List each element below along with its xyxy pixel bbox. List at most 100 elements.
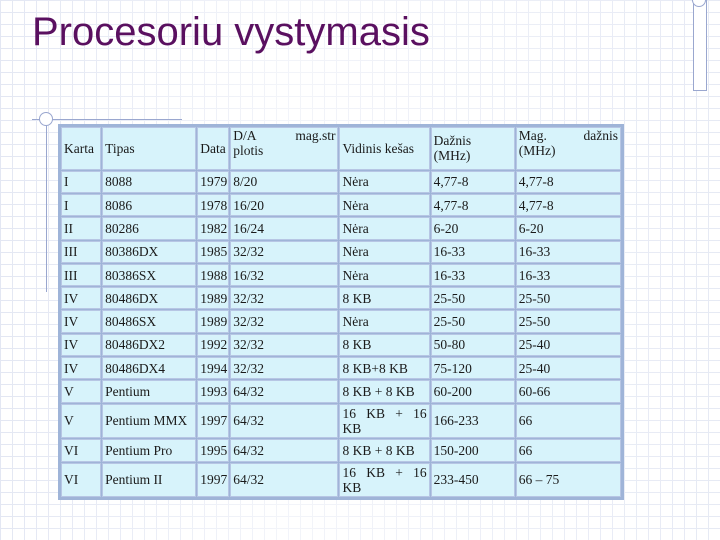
- cell-plotis: 64/32: [230, 380, 339, 403]
- cell-plotis: 32/32: [230, 240, 339, 263]
- cell-karta: III: [61, 240, 102, 263]
- header-daznis: Dažnis (MHz): [430, 127, 515, 170]
- decorative-horizontal-line: [32, 119, 182, 120]
- cell-mag-daznis: 66 – 75: [515, 462, 621, 497]
- cell-daznis: 50-80: [430, 333, 515, 357]
- cell-tipas: Pentium II: [102, 462, 197, 497]
- cell-mag-daznis: 4,77-8: [515, 170, 621, 193]
- cell-kesas: Nėra: [339, 263, 430, 287]
- cell-plotis: 16/24: [230, 217, 339, 240]
- cell-mag-daznis: 25-50: [515, 287, 621, 310]
- header-vidinis-kesas: Vidinis kešas: [339, 127, 430, 170]
- cell-karta: I: [61, 170, 102, 193]
- slide-title: Procesoriu vystymasis: [32, 10, 430, 54]
- cell-data: 1989: [197, 287, 230, 310]
- header-da: D/A: [233, 128, 257, 143]
- cell-data: 1985: [197, 240, 230, 263]
- table-row: V Pentium MMX 1997 64/32 16 KB + 16 KB 166-23…: [61, 403, 621, 439]
- cell-tipas: 80486DX4: [102, 357, 197, 380]
- cell-plotis: 16/32: [230, 263, 339, 287]
- cell-kesas: Nėra: [339, 240, 430, 263]
- cell-plotis: 64/32: [230, 439, 339, 462]
- cell-plotis: 16/20: [230, 193, 339, 217]
- cell-daznis: 166-233: [430, 403, 515, 439]
- cell-tipas: 8088: [102, 170, 197, 193]
- table-row: I 8088 1979 8/20 Nėra 4,77-8 4,77-8: [61, 170, 621, 193]
- cell-karta: IV: [61, 287, 102, 310]
- cell-karta: II: [61, 217, 102, 240]
- cell-daznis: 75-120: [430, 357, 515, 380]
- header-daznis-unit: (MHz): [433, 148, 471, 164]
- decorative-circle: [39, 112, 53, 126]
- cell-data: 1997: [197, 462, 230, 497]
- cell-plotis: 32/32: [230, 357, 339, 380]
- cell-mag-daznis: 6-20: [515, 217, 621, 240]
- cell-mag-daznis: 16-33: [515, 240, 621, 263]
- cell-data: 1992: [197, 333, 230, 357]
- cell-kesas: 16 KB + 16 KB: [339, 462, 430, 497]
- cell-tipas: 80286: [102, 217, 197, 240]
- cell-plotis: 32/32: [230, 333, 339, 357]
- table-row: V Pentium 1993 64/32 8 KB + 8 KB 60-200 60-66: [61, 380, 621, 403]
- cell-daznis: 4,77-8: [430, 193, 515, 217]
- table-row: IV 80486DX4 1994 32/32 8 KB+8 KB 75-120 25-40: [61, 357, 621, 380]
- cell-plotis: 32/32: [230, 287, 339, 310]
- header-tipas: Tipas: [102, 127, 197, 170]
- header-plotis: plotis: [233, 143, 264, 158]
- cell-karta: V: [61, 403, 102, 439]
- cell-daznis: 60-200: [430, 380, 515, 403]
- table-row: II 80286 1982 16/24 Nėra 6-20 6-20: [61, 217, 621, 240]
- decorative-bar: [693, 0, 707, 91]
- cell-kesas: 8 KB: [339, 333, 430, 357]
- cell-karta: VI: [61, 439, 102, 462]
- cell-kesas: 8 KB+8 KB: [339, 357, 430, 380]
- cell-karta: IV: [61, 310, 102, 333]
- table-row: VI Pentium II 1997 64/32 16 KB + 16 KB 233-45…: [61, 462, 621, 497]
- cell-daznis: 16-33: [430, 240, 515, 263]
- cell-mag-daznis: 25-50: [515, 310, 621, 333]
- cell-data: 1978: [197, 193, 230, 217]
- cell-tipas: 80386DX: [102, 240, 197, 263]
- cell-kesas: Nėra: [339, 217, 430, 240]
- cell-data: 1979: [197, 170, 230, 193]
- cell-daznis: 16-33: [430, 263, 515, 287]
- cell-kesas: 16 KB + 16 KB: [339, 403, 430, 439]
- cell-mag-daznis: 25-40: [515, 333, 621, 357]
- table-header-row: Karta Tipas Data D/A plotis mag.str Vidi…: [61, 127, 621, 170]
- header-karta: Karta: [61, 127, 102, 170]
- table-row: IV 80486SX 1989 32/32 Nėra 25-50 25-50: [61, 310, 621, 333]
- header-mag-str: mag.str: [295, 128, 336, 143]
- cell-karta: VI: [61, 462, 102, 497]
- cell-data: 1994: [197, 357, 230, 380]
- table-row: IV 80486DX2 1992 32/32 8 KB 50-80 25-40: [61, 333, 621, 357]
- cell-plotis: 32/32: [230, 310, 339, 333]
- cell-tipas: Pentium MMX: [102, 403, 197, 439]
- cell-kesas: Nėra: [339, 193, 430, 217]
- cell-tipas: 80486SX: [102, 310, 197, 333]
- cell-data: 1995: [197, 439, 230, 462]
- cell-karta: IV: [61, 357, 102, 380]
- cell-daznis: 233-450: [430, 462, 515, 497]
- cell-plotis: 8/20: [230, 170, 339, 193]
- cell-mag-daznis: 66: [515, 403, 621, 439]
- header-data: Data: [197, 127, 230, 170]
- header-da-plotis: D/A plotis mag.str: [230, 127, 339, 170]
- cell-plotis: 64/32: [230, 403, 339, 439]
- header-mag-daznis: Mag. (MHz) dažnis: [515, 127, 621, 170]
- cell-karta: III: [61, 263, 102, 287]
- cell-data: 1989: [197, 310, 230, 333]
- header-mag: Mag.: [518, 128, 547, 143]
- cell-kesas: 8 KB: [339, 287, 430, 310]
- cell-tipas: 80486DX2: [102, 333, 197, 357]
- cell-mag-daznis: 4,77-8: [515, 193, 621, 217]
- processor-table: Karta Tipas Data D/A plotis mag.str Vidi…: [60, 126, 622, 498]
- cell-tipas: 80386SX: [102, 263, 197, 287]
- cell-karta: V: [61, 380, 102, 403]
- cell-data: 1982: [197, 217, 230, 240]
- cell-tipas: 8086: [102, 193, 197, 217]
- cell-karta: IV: [61, 333, 102, 357]
- cell-tipas: Pentium Pro: [102, 439, 197, 462]
- cell-daznis: 150-200: [430, 439, 515, 462]
- cell-kesas: Nėra: [339, 310, 430, 333]
- cell-data: 1997: [197, 403, 230, 439]
